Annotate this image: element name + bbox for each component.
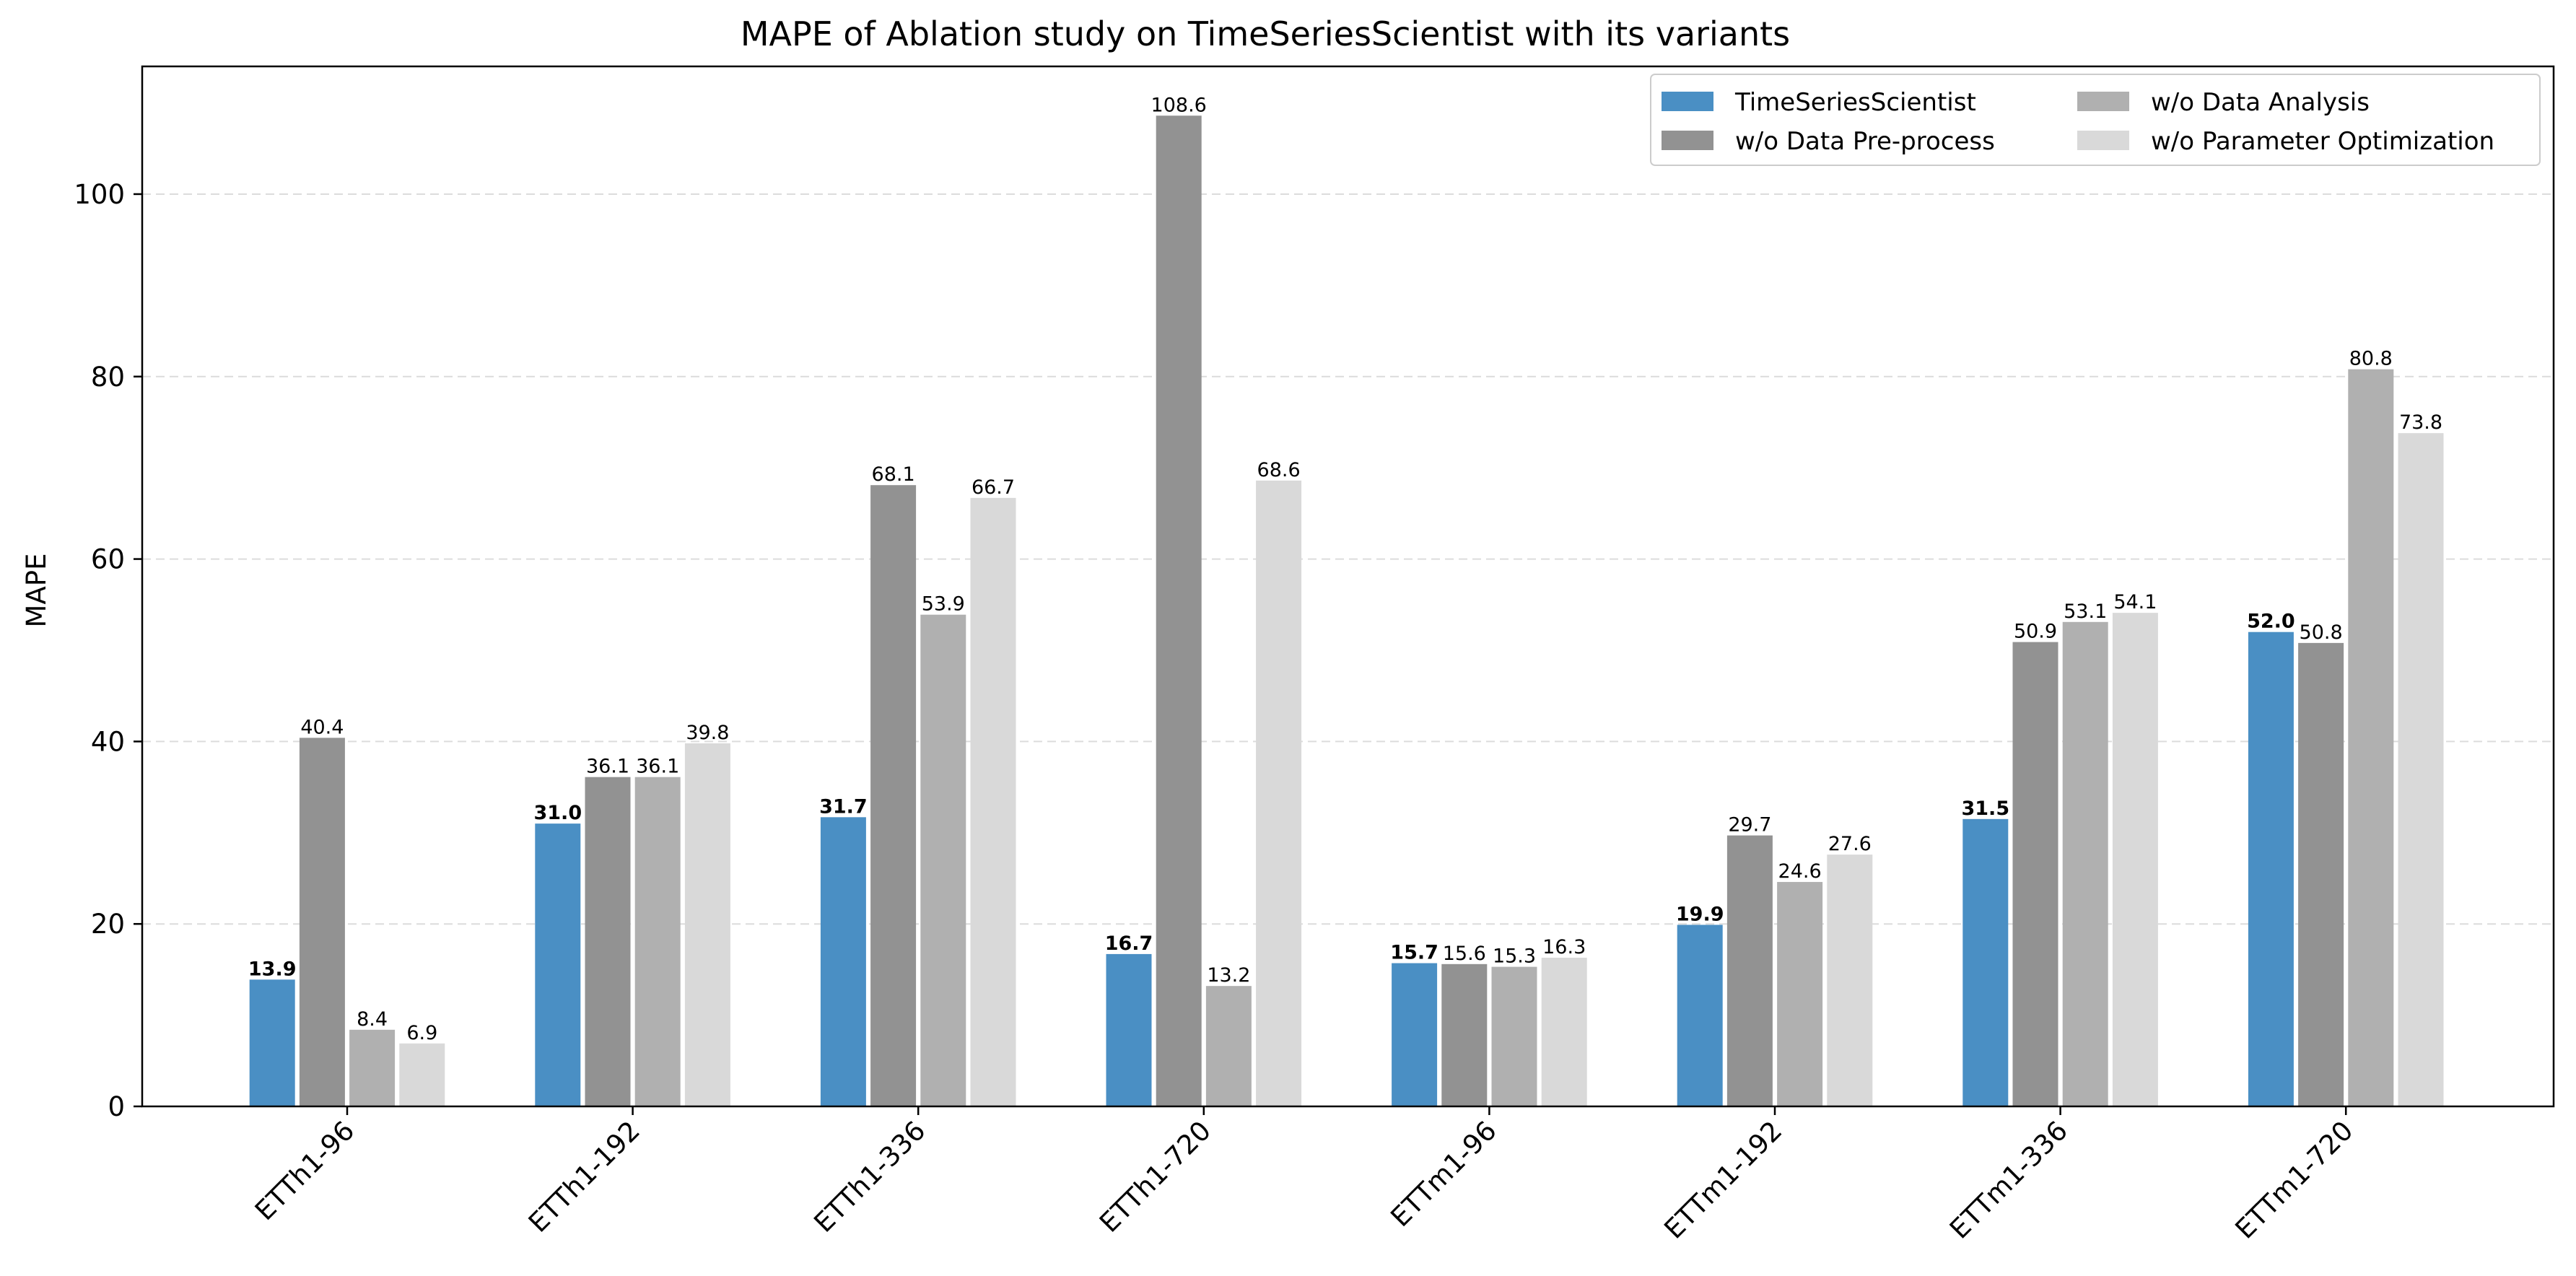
bar-w-o-parameter-optimization-etth1-336 [970, 497, 1016, 1106]
bar-w-o-parameter-optimization-etth1-192 [684, 743, 730, 1106]
bar-value-label: 80.8 [2349, 348, 2393, 370]
bar-value-label: 8.4 [357, 1008, 388, 1031]
x-tick-label: ETTh1-192 [523, 1115, 646, 1238]
bar-w-o-data-analysis-etth1-336 [920, 614, 966, 1106]
bar-value-label: 31.0 [533, 802, 582, 824]
bar-value-label: 40.4 [300, 716, 344, 738]
x-tick-label: ETTm1-336 [1944, 1115, 2074, 1245]
bar-value-label: 68.1 [872, 463, 915, 486]
legend-label: w/o Parameter Optimization [2151, 127, 2494, 156]
legend-label: w/o Data Analysis [2151, 88, 2370, 117]
bar-value-label: 13.2 [1207, 964, 1250, 987]
bar-timeseriesscientist-etth1-192 [535, 823, 581, 1106]
bar-value-label: 108.6 [1151, 94, 1207, 116]
bar-value-label: 54.1 [2113, 591, 2157, 613]
bar-value-label: 24.6 [1778, 860, 1822, 883]
bar-w-o-data-analysis-ettm1-720 [2348, 369, 2394, 1106]
legend-label: TimeSeriesScientist [1734, 88, 1976, 117]
bar-w-o-parameter-optimization-etth1-720 [1256, 480, 1302, 1106]
bar-timeseriesscientist-etth1-96 [249, 979, 295, 1106]
plot-frame [141, 65, 2555, 1108]
x-tick-label: ETTm1-192 [1658, 1115, 1788, 1245]
x-axis-ticks: ETTh1-96 ETTh1-192 ETTh1-336 ETTh1-720 ETTm1… [249, 1106, 2359, 1245]
bar-timeseriesscientist-ettm1-336 [1962, 818, 2009, 1106]
bars [249, 115, 2444, 1106]
bar-w-o-data-pre-process-etth1-192 [585, 777, 631, 1106]
bar-w-o-data-analysis-ettm1-192 [1777, 882, 1823, 1106]
bar-value-label: 36.1 [636, 756, 679, 778]
bar-w-o-data-analysis-ettm1-96 [1491, 966, 1537, 1106]
bar-value-label: 39.8 [686, 722, 729, 744]
legend: TimeSeriesScientist w/o Data Pre-process w… [1650, 74, 2541, 166]
legend-label: w/o Data Pre-process [1735, 127, 1995, 156]
y-axis-ticks: 0 20 40 60 80 100 [74, 179, 142, 1122]
bar-value-label: 27.6 [1828, 833, 1872, 855]
bar-w-o-data-analysis-etth1-720 [1205, 986, 1252, 1106]
bar-timeseriesscientist-ettm1-192 [1677, 925, 1723, 1106]
bar-value-label: 52.0 [2247, 611, 2295, 633]
bar-w-o-data-pre-process-ettm1-336 [2012, 642, 2058, 1106]
bar-timeseriesscientist-etth1-336 [820, 817, 866, 1106]
chart-title: MAPE of Ablation study on TimeSeriesScie… [741, 14, 1790, 53]
bar-value-label: 31.5 [1961, 798, 2009, 820]
bar-labels: 13.9 40.4 8.4 6.9 31.0 36.1 36.1 39.8 31.7 68.1 53… [248, 94, 2442, 1044]
legend-swatch [2077, 92, 2129, 111]
bar-w-o-data-pre-process-etth1-336 [870, 485, 917, 1106]
bar-w-o-data-analysis-etth1-192 [634, 777, 681, 1106]
bar-value-label: 15.3 [1493, 945, 1536, 968]
legend-frame [1650, 74, 2541, 166]
bar-w-o-data-pre-process-ettm1-192 [1726, 835, 1773, 1106]
bar-w-o-data-pre-process-ettm1-96 [1441, 963, 1488, 1106]
x-tick-label: ETTh1-336 [808, 1115, 932, 1238]
x-tick-label: ETTh1-720 [1093, 1115, 1217, 1238]
bar-value-label: 50.9 [2014, 621, 2057, 643]
y-tick-label: 60 [91, 544, 125, 575]
bar-value-label: 16.7 [1105, 932, 1153, 955]
bar-w-o-parameter-optimization-etth1-96 [399, 1043, 445, 1106]
bar-value-label: 73.8 [2399, 411, 2442, 434]
y-tick-label: 100 [74, 179, 125, 210]
bar-value-label: 31.7 [819, 795, 868, 818]
bar-w-o-data-analysis-etth1-96 [349, 1029, 396, 1106]
bar-value-label: 53.1 [2064, 600, 2107, 623]
bar-value-label: 16.3 [1542, 936, 1586, 958]
legend-swatch [2077, 131, 2129, 150]
legend-swatch [1662, 92, 1713, 111]
x-tick-label: ETTh1-96 [249, 1115, 360, 1226]
bar-w-o-data-analysis-ettm1-336 [2062, 621, 2108, 1106]
y-tick-label: 40 [91, 726, 125, 757]
bar-value-label: 13.9 [248, 958, 297, 980]
gridlines [142, 193, 2554, 925]
bar-value-label: 68.6 [1257, 459, 1301, 481]
bar-w-o-data-pre-process-etth1-96 [299, 738, 345, 1106]
bar-value-label: 15.7 [1390, 942, 1438, 964]
y-axis-label: MAPE [21, 554, 52, 628]
bar-value-label: 19.9 [1676, 903, 1724, 925]
bar-value-label: 53.9 [922, 593, 965, 616]
bar-value-label: 15.6 [1443, 943, 1486, 965]
x-tick-label: ETTm1-96 [1384, 1115, 1502, 1233]
bar-w-o-parameter-optimization-ettm1-96 [1541, 957, 1587, 1106]
bar-value-label: 29.7 [1728, 814, 1771, 836]
bar-value-label: 50.8 [2300, 621, 2343, 644]
y-tick-label: 80 [91, 362, 125, 393]
bar-w-o-parameter-optimization-ettm1-720 [2398, 433, 2444, 1106]
y-tick-label: 20 [91, 909, 125, 940]
bar-w-o-parameter-optimization-ettm1-192 [1827, 855, 1873, 1106]
bar-value-label: 36.1 [586, 756, 629, 778]
bar-w-o-data-pre-process-etth1-720 [1156, 115, 1202, 1106]
bar-timeseriesscientist-ettm1-96 [1392, 963, 1438, 1106]
bar-w-o-data-pre-process-ettm1-720 [2298, 642, 2344, 1106]
bar-timeseriesscientist-ettm1-720 [2248, 632, 2294, 1106]
bar-w-o-parameter-optimization-ettm1-336 [2112, 613, 2158, 1106]
y-tick-label: 0 [108, 1091, 125, 1122]
bar-value-label: 66.7 [972, 476, 1015, 499]
legend-swatch [1662, 131, 1713, 150]
bar-value-label: 6.9 [406, 1022, 437, 1044]
x-tick-label: ETTm1-720 [2230, 1115, 2359, 1245]
bar-timeseriesscientist-etth1-720 [1106, 953, 1152, 1106]
